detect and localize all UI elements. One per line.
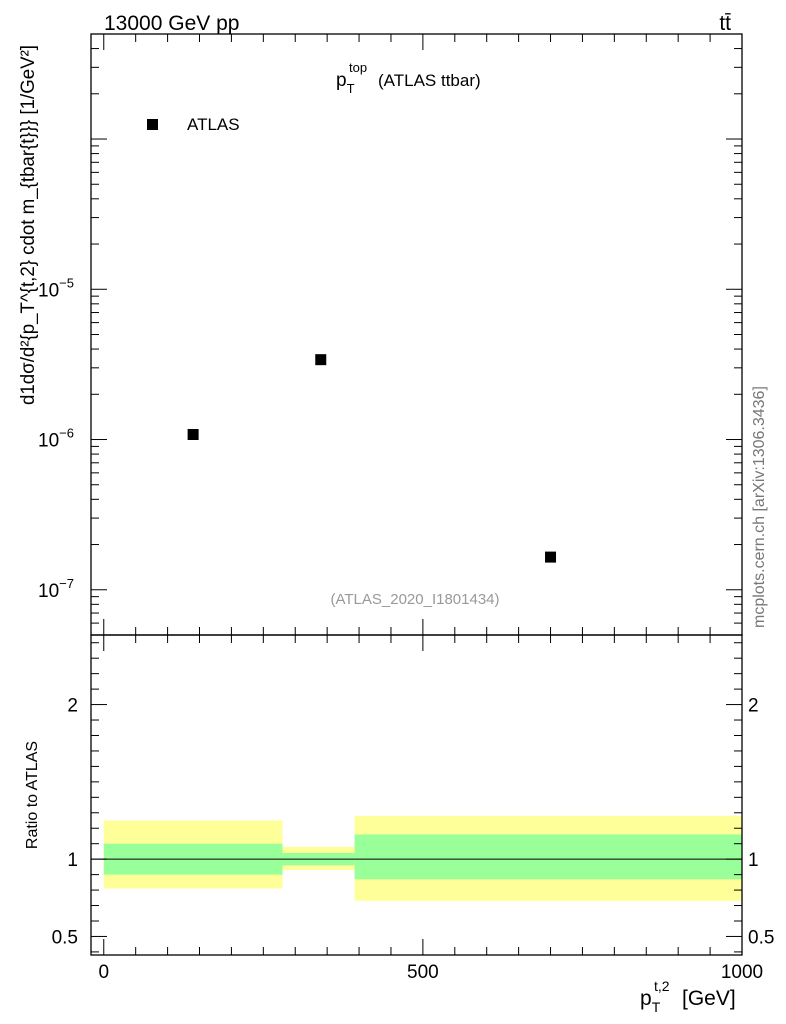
x-tick-label: 1000: [721, 962, 763, 983]
main-panel: 10−710−610−5 pTtop(ATLAS ttbar) ATLAS (A…: [18, 33, 743, 636]
y-tick-base: 10: [38, 581, 59, 602]
legend-label: ATLAS: [187, 115, 240, 134]
title-sub: T: [347, 81, 355, 96]
ratio-y-axis-label: Ratio to ATLAS: [24, 741, 41, 849]
ratio-x-ticks: 0 500 1000: [98, 635, 763, 983]
title-main: p: [336, 70, 347, 91]
ratio-frame: [90, 634, 743, 956]
ratio-panel: 0.5 0.5 1 1 2 2 0 500 1000 Ratio to ATLAS pTt,2…: [24, 634, 774, 1015]
y-tick-label: 10−5: [38, 275, 74, 301]
main-y-axis-label: d1dσ/d²{p_T^{t,2} cdot m_{tbar{t}}} [1/G…: [18, 45, 39, 405]
data-point: [315, 354, 327, 366]
y-tick-label: 10−7: [38, 576, 74, 602]
plot-title: pTtop (ATLAS ttbar): [336, 60, 481, 96]
main-x-ticks: [103, 34, 743, 635]
x-label-sub: T: [652, 999, 661, 1015]
ratio-y-tick-label-right: 0.5: [748, 927, 774, 948]
title-sup: top: [349, 60, 367, 75]
ratio-y-tick-label-left: 0.5: [52, 927, 78, 948]
y-tick-exponent: −5: [59, 275, 74, 290]
x-label-unit: [GeV]: [682, 987, 736, 1010]
energy-label: 13000 GeV pp: [104, 12, 239, 35]
x-label-main: p: [640, 987, 652, 1010]
data-point: [187, 428, 199, 440]
x-tick-label: 500: [407, 962, 439, 983]
y-tick-label: 10−6: [38, 426, 74, 452]
y-tick-base: 10: [38, 431, 59, 452]
y-tick-base: 10: [38, 280, 59, 301]
ratio-y-tick-label-left: 1: [67, 850, 78, 871]
ratio-y-ticks: 0.5 0.5 1 1 2 2: [52, 642, 774, 953]
ratio-y-tick-label-right: 1: [748, 850, 759, 871]
y-tick-exponent: −6: [59, 426, 74, 441]
inner-band: [354, 834, 742, 880]
legend-marker: [147, 119, 158, 130]
process-label: tt̄: [719, 12, 731, 35]
data-point: [545, 551, 557, 563]
data-points: [187, 354, 557, 563]
ratio-y-tick-label-right: 2: [748, 696, 759, 717]
analysis-label: (ATLAS_2020_I1801434): [330, 591, 499, 608]
main-y-ticks: 10−710−610−5: [38, 33, 742, 636]
x-label-sup: t,2: [654, 978, 670, 994]
x-axis-label: pTt,2 [GeV]: [640, 978, 736, 1015]
ratio-y-tick-label-left: 2: [67, 696, 78, 717]
y-tick-exponent: −7: [59, 576, 74, 591]
side-label: mcplots.cern.ch [arXiv:1306.3436]: [751, 386, 768, 628]
title-rest: (ATLAS ttbar): [378, 71, 481, 90]
x-tick-label: 0: [98, 962, 109, 983]
ratio-bands: [103, 815, 742, 901]
